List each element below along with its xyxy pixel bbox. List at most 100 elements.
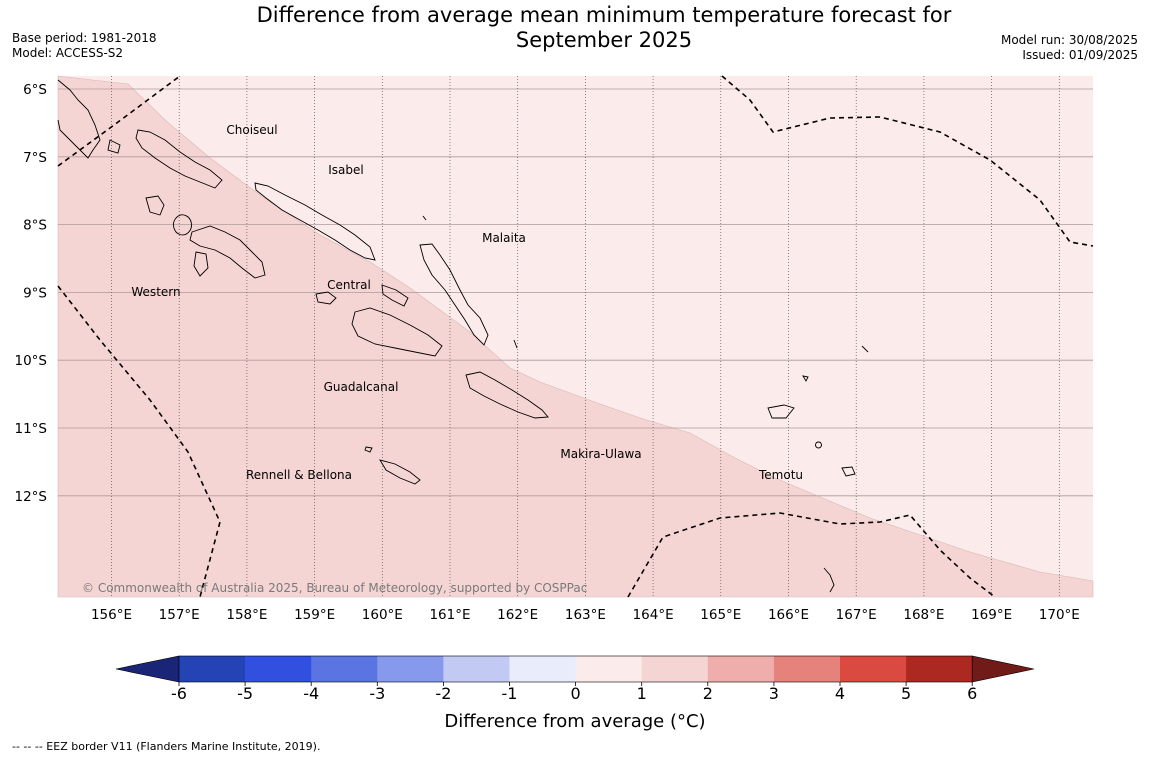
label-malaita: Malaita [482,231,526,245]
colorbar [115,655,1035,683]
rennell-outline [379,459,421,485]
lat-tick-label: 11°S [15,421,48,437]
lon-tick-label: 157°E [159,607,200,623]
colorbar-tick-label: 1 [637,684,647,703]
model-run: Model run: 30/08/2025 [1000,33,1138,47]
lat-tick-label: 8°S [23,218,47,234]
colorbar-tick-label: 0 [571,684,581,703]
latitude-tick-labels: 6°S 7°S 8°S 9°S 10°S 11°S 12°S [15,82,48,505]
colorbar-swatch [707,656,775,682]
label-makira-ulawa: Makira-Ulawa [560,447,641,461]
colorbar-extend-high [971,655,1035,683]
malaita-outline [419,243,489,346]
label-choiseul: Choiseul [226,123,277,137]
colorbar-tick-label: -3 [369,684,385,703]
small-island-1 [861,345,869,353]
lon-tick-label: 159°E [294,607,335,623]
lat-tick-label: 10°S [15,353,48,369]
rendova-outline [193,251,209,277]
colorbar-swatch [179,656,246,682]
label-western: Western [131,285,180,299]
model-name: Model: ACCESS-S2 [12,46,124,60]
label-rennell-bellona: Rennell & Bellona [246,468,352,482]
shortland-island-outline [107,139,121,154]
colorbar-tick-label: -1 [502,684,518,703]
eez-legend-note: -- -- -- EEZ border V11 (Flanders Marine… [12,740,321,753]
russell-islands-outline [381,284,409,307]
small-island-3 [513,339,518,349]
colorbar-swatch [377,656,444,682]
province-labels: Choiseul Isabel Malaita Western Central … [131,123,803,482]
santa-cruz-outline [767,404,795,419]
latitude-gridlines [58,88,1093,497]
eez-border-south [627,512,996,598]
label-central: Central [327,278,371,292]
colorbar-tick-label: 4 [835,684,845,703]
colorbar-tick-label: 2 [703,684,713,703]
title-line-2: September 2025 [515,28,693,52]
longitude-tick-labels: 156°E 157°E 158°E 159°E 160°E 161°E 162°E 163°E… [91,607,1080,623]
lon-tick-label: 161°E [429,607,470,623]
colorbar-title: Difference from average (°C) [444,711,705,732]
colorbar-tick-label: -6 [171,684,187,703]
reef-islands-outline [802,375,809,382]
lat-tick-label: 9°S [23,285,47,301]
lat-tick-label: 6°S [23,82,47,98]
lon-tick-label: 169°E [971,607,1012,623]
label-isabel: Isabel [328,163,363,177]
colorbar-swatch [509,656,577,682]
lon-tick-label: 158°E [226,607,267,623]
lat-tick-label: 7°S [23,150,47,166]
eez-border-nw [57,75,181,167]
lat-tick-label: 12°S [15,489,48,505]
colorbar-swatch [575,656,643,682]
eez-borders [57,75,1094,598]
title-line-1: Difference from average mean minimum tem… [256,3,952,27]
lon-tick-label: 165°E [700,607,741,623]
colorbar-tick-label: -2 [435,684,451,703]
bougainville-outline [57,79,101,159]
makira-outline [465,371,549,419]
tikopia-outline [815,441,822,449]
vanikoro-outline [841,466,856,477]
lon-tick-label: 164°E [633,607,674,623]
new-georgia-outline [189,225,266,279]
eez-border-west [57,285,221,598]
label-guadalcanal: Guadalcanal [324,380,399,394]
bellona-outline [364,446,373,453]
colorbar-swatch [840,656,907,682]
colorbar-tick-labels: -6 -5 -4 -3 -2 -1 0 1 2 3 4 5 6 [171,682,977,703]
guadalcanal-outline [351,307,443,357]
eez-border-ne [721,75,1094,247]
small-island-4 [422,215,427,221]
colorbar-tick-label: 3 [769,684,779,703]
colorbar-tick-label: -4 [303,684,319,703]
kolombangara-outline [173,214,192,236]
issued-date: Issued: 01/09/2025 [1022,48,1138,62]
lon-tick-label: 162°E [497,607,538,623]
choiseul-outline [135,129,223,189]
island-outlines [57,79,869,593]
lon-tick-label: 163°E [565,607,606,623]
colorbar-tick-label: 6 [967,684,977,703]
florida-islands-outline [315,291,337,305]
lon-tick-label: 168°E [903,607,944,623]
anomaly-zone-1-2 [57,75,1094,598]
colorbar-swatch [773,656,841,682]
colorbar-tick-label: -5 [237,684,253,703]
lon-tick-label: 160°E [362,607,403,623]
meta-right: Model run: 30/08/2025 Issued: 01/09/2025 [1001,33,1138,63]
colorbar-tick-label: 5 [901,684,911,703]
meta-left: Base period: 1981-2018 Model: ACCESS-S2 [12,31,157,61]
base-period: Base period: 1981-2018 [12,31,157,45]
lon-tick-label: 156°E [91,607,132,623]
map-panel [57,75,1094,598]
colorbar-swatch [311,656,378,682]
colorbar-swatch [641,656,709,682]
lon-tick-label: 166°E [768,607,809,623]
small-island-2 [823,567,835,593]
map-title: Difference from average mean minimum tem… [150,3,1058,53]
colorbar-extend-low [115,655,180,683]
lon-tick-label: 167°E [836,607,877,623]
